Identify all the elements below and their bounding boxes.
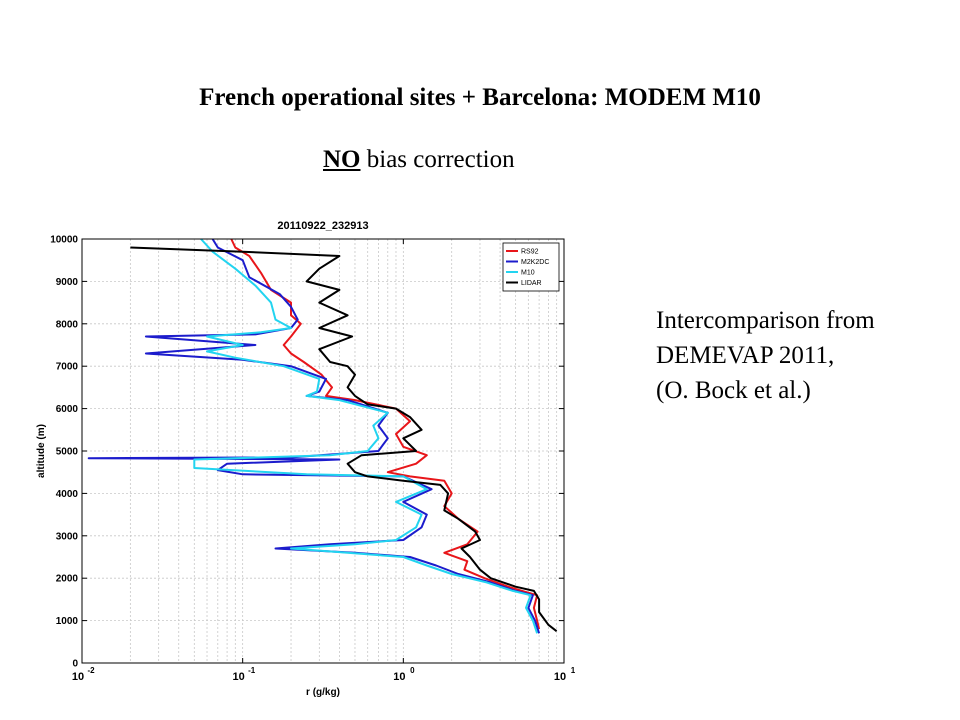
slide-subtitle: NO bias correction bbox=[323, 146, 515, 174]
subtitle-text: bias correction bbox=[360, 146, 515, 173]
x-tick-label: 10 bbox=[554, 671, 566, 683]
subtitle-emphasis: NO bbox=[323, 146, 361, 173]
x-tick-label: 10 bbox=[393, 671, 405, 683]
chart-title: 20110922_232913 bbox=[277, 220, 368, 232]
legend-label-lidar: LIDAR bbox=[521, 280, 542, 287]
y-tick-label: 8000 bbox=[56, 319, 79, 330]
x-tick-exponent: 0 bbox=[410, 666, 415, 675]
x-tick-label: 10 bbox=[72, 671, 84, 683]
y-tick-label: 5000 bbox=[56, 447, 79, 458]
legend-label-rs92: RS92 bbox=[521, 249, 539, 256]
x-tick-label: 10 bbox=[233, 671, 245, 683]
side-note-line-2: DEMEVAP 2011, bbox=[656, 342, 835, 369]
y-tick-label: 1000 bbox=[56, 616, 79, 627]
y-tick-label: 0 bbox=[72, 659, 78, 670]
side-note-line-3: (O. Bock et al.) bbox=[656, 377, 811, 404]
legend-label-m10: M10 bbox=[521, 270, 535, 277]
x-tick-exponent: -2 bbox=[87, 666, 95, 675]
side-note: Intercomparison from DEMEVAP 2011, (O. B… bbox=[656, 303, 875, 408]
slide-title: French operational sites + Barcelona: MO… bbox=[199, 84, 761, 111]
y-tick-label: 2000 bbox=[56, 574, 79, 585]
y-tick-label: 6000 bbox=[56, 404, 79, 415]
y-tick-label: 9000 bbox=[56, 277, 79, 288]
y-tick-label: 7000 bbox=[56, 362, 79, 373]
legend-label-m2k2dc: M2K2DC bbox=[521, 259, 549, 266]
x-axis-label: r (g/kg) bbox=[306, 687, 340, 698]
y-tick-label: 4000 bbox=[56, 489, 79, 500]
series-line-lidar bbox=[130, 246, 558, 632]
y-axis-label: altitude (m) bbox=[36, 424, 47, 478]
side-note-line-1: Intercomparison from bbox=[656, 307, 875, 334]
x-tick-exponent: -1 bbox=[248, 666, 256, 675]
series-line-m10 bbox=[193, 238, 539, 634]
y-tick-label: 3000 bbox=[56, 531, 79, 542]
y-tick-label: 10000 bbox=[50, 235, 78, 246]
x-tick-exponent: 1 bbox=[571, 666, 576, 675]
